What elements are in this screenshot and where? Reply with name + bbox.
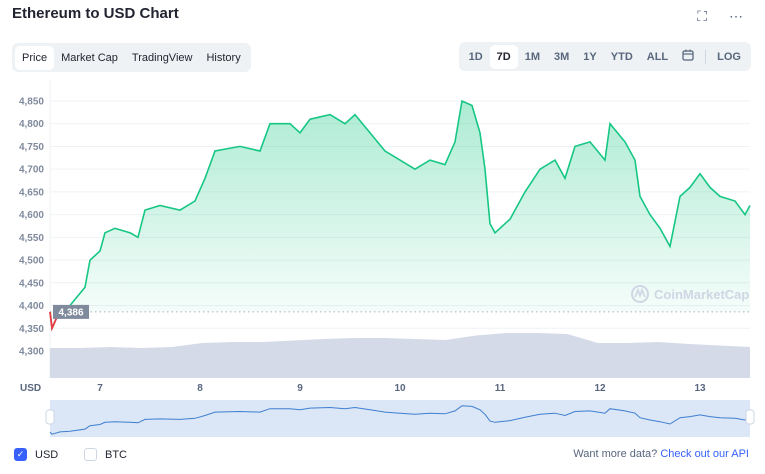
volume-area	[50, 333, 750, 378]
checkbox-checked-icon[interactable]: ✓	[14, 448, 27, 461]
watermark-text: CoinMarketCap	[654, 287, 749, 302]
x-tick-label: 13	[694, 383, 706, 394]
tab-price[interactable]: Price	[15, 45, 55, 70]
usd-checkbox[interactable]: ✓ USD	[14, 448, 58, 461]
y-tick-label: 4,550	[19, 233, 44, 244]
y-tick-label: 4,850	[19, 97, 44, 108]
api-link[interactable]: Check out our API	[660, 448, 749, 460]
range-all[interactable]: ALL	[646, 50, 669, 63]
tab-market-cap[interactable]: Market Cap	[61, 51, 118, 64]
log-toggle[interactable]: LOG	[717, 50, 741, 63]
currency-label: USD	[20, 383, 41, 394]
api-promo: Want more data? Check out our API	[573, 448, 749, 460]
btc-label: BTC	[105, 448, 127, 461]
btc-checkbox[interactable]: BTC	[84, 448, 127, 461]
y-tick-label: 4,650	[19, 187, 44, 198]
x-tick-label: 12	[594, 383, 606, 394]
y-tick-label: 4,700	[19, 165, 44, 176]
y-tick-label: 4,600	[19, 210, 44, 221]
x-tick-label: 7	[97, 383, 103, 394]
coinmarketcap-watermark: CoinMarketCap	[631, 285, 749, 303]
chart-type-tabs: Price Market Cap TradingView History	[12, 43, 251, 72]
calendar-icon[interactable]	[675, 43, 701, 70]
x-tick-label: 8	[197, 383, 203, 394]
range-1y[interactable]: 1Y	[583, 50, 597, 63]
fullscreen-icon[interactable]: ⛶	[697, 8, 707, 24]
range-navigator[interactable]	[45, 400, 755, 437]
y-tick-label: 4,450	[19, 278, 44, 289]
range-3m[interactable]: 3M	[554, 50, 570, 63]
navigator-handle[interactable]	[745, 409, 755, 425]
range-1m[interactable]: 1M	[524, 50, 541, 63]
range-7d[interactable]: 7D	[489, 44, 518, 69]
tab-tradingview[interactable]: TradingView	[131, 51, 193, 64]
start-price-label: 4,386	[58, 307, 83, 318]
y-tick-label: 4,750	[19, 142, 44, 153]
y-tick-label: 4,800	[19, 119, 44, 130]
range-selector: 1D 7D 1M 3M 1Y YTD ALL LOG	[458, 42, 751, 71]
navigator-background	[50, 400, 750, 437]
usd-label: USD	[35, 448, 59, 461]
price-line	[49, 99, 751, 332]
tab-history[interactable]: History	[206, 51, 241, 64]
x-tick-label: 9	[297, 383, 303, 394]
range-ytd[interactable]: YTD	[610, 50, 633, 63]
range-1d[interactable]: 1D	[468, 50, 483, 63]
more-icon[interactable]: ⋯	[729, 8, 743, 24]
navigator-line	[49, 405, 751, 435]
y-tick-label: 4,300	[19, 346, 44, 357]
y-tick-label: 4,350	[19, 324, 44, 335]
navigator-handle[interactable]	[45, 409, 55, 425]
y-tick-label: 4,500	[19, 256, 44, 267]
x-tick-label: 11	[495, 383, 506, 394]
page-title: Ethereum to USD Chart	[12, 5, 179, 22]
y-tick-label: 4,400	[19, 301, 44, 312]
price-area-fill	[50, 101, 750, 329]
start-price-badge	[53, 304, 89, 319]
checkbox-unchecked-icon[interactable]	[84, 448, 97, 461]
x-tick-label: 10	[394, 383, 406, 394]
api-text: Want more data?	[573, 448, 658, 460]
divider	[705, 49, 707, 64]
